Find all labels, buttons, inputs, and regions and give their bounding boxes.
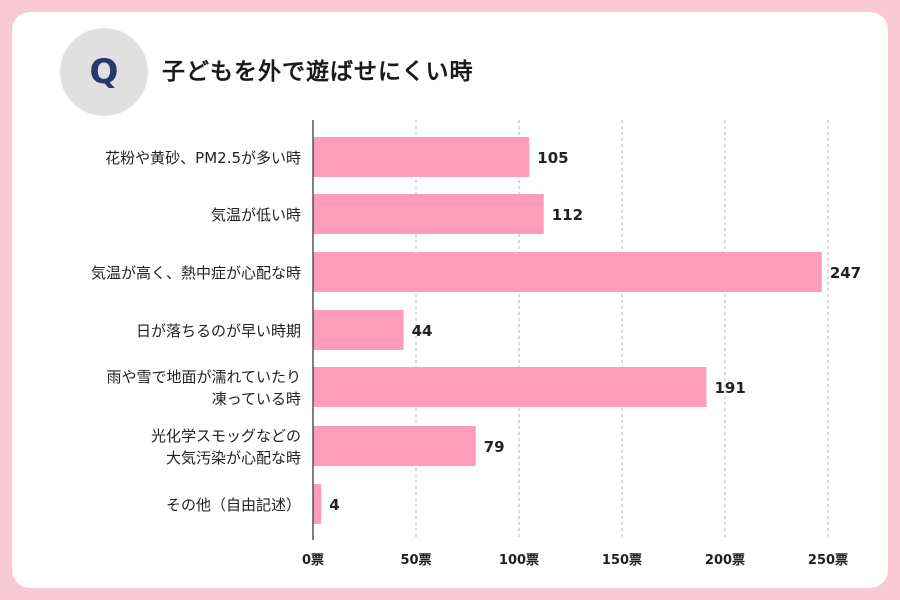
- bar: [313, 252, 822, 292]
- data-label: 79: [484, 438, 505, 456]
- bar: [313, 484, 322, 524]
- tick-label: 0票: [302, 552, 324, 568]
- data-label: 247: [830, 264, 861, 282]
- category-label: 大気汚染が心配な時: [166, 449, 301, 467]
- tick-label: 250票: [808, 552, 848, 568]
- category-label: 気温が高く、熱中症が心配な時: [91, 264, 301, 282]
- card-frame: [12, 12, 888, 588]
- bar: [313, 310, 404, 350]
- chart-title: 子どもを外で遊ばせにくい時: [162, 59, 474, 85]
- tick-label: 50票: [400, 552, 431, 568]
- category-label: 花粉や黄砂、PM2.5が多い時: [105, 149, 301, 167]
- tick-label: 200票: [705, 552, 745, 568]
- data-label: 4: [329, 496, 339, 514]
- category-label: 雨や雪で地面が濡れていたり: [106, 368, 301, 386]
- data-label: 191: [714, 379, 745, 397]
- data-label: 44: [412, 322, 433, 340]
- category-label: 気温が低い時: [211, 206, 301, 224]
- bar: [313, 367, 707, 407]
- bar: [313, 137, 530, 177]
- category-label: 凍っている時: [212, 390, 301, 408]
- category-label: その他（自由記述）: [166, 496, 301, 514]
- tick-label: 100票: [499, 552, 539, 568]
- bar: [313, 426, 476, 466]
- bar: [313, 194, 544, 234]
- category-label: 光化学スモッグなどの: [151, 427, 301, 445]
- category-label: 日が落ちるのが早い時期: [136, 322, 301, 340]
- question-badge: Q: [60, 28, 148, 116]
- tick-label: 150票: [602, 552, 642, 568]
- data-label: 112: [552, 206, 583, 224]
- data-label: 105: [537, 149, 568, 167]
